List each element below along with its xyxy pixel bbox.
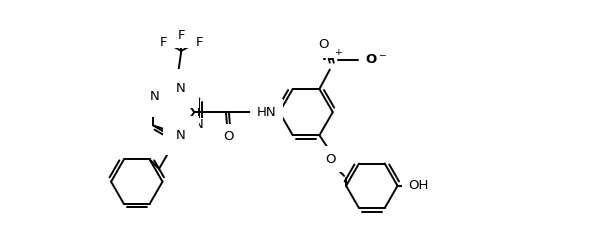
Text: N: N [176, 82, 186, 95]
Text: F: F [177, 28, 185, 42]
Text: N: N [193, 118, 203, 131]
Text: $\mathbf{O}^-$: $\mathbf{O}^-$ [365, 53, 387, 66]
Text: F: F [159, 36, 167, 50]
Text: O: O [325, 152, 336, 166]
Text: N: N [149, 90, 159, 103]
Text: HN: HN [256, 106, 276, 119]
Text: OH: OH [408, 179, 429, 192]
Text: $\mathbf{N}^+$: $\mathbf{N}^+$ [321, 49, 343, 65]
Text: F: F [195, 36, 203, 50]
Text: O: O [318, 38, 329, 51]
Text: N: N [176, 129, 186, 142]
Text: O: O [224, 130, 234, 143]
